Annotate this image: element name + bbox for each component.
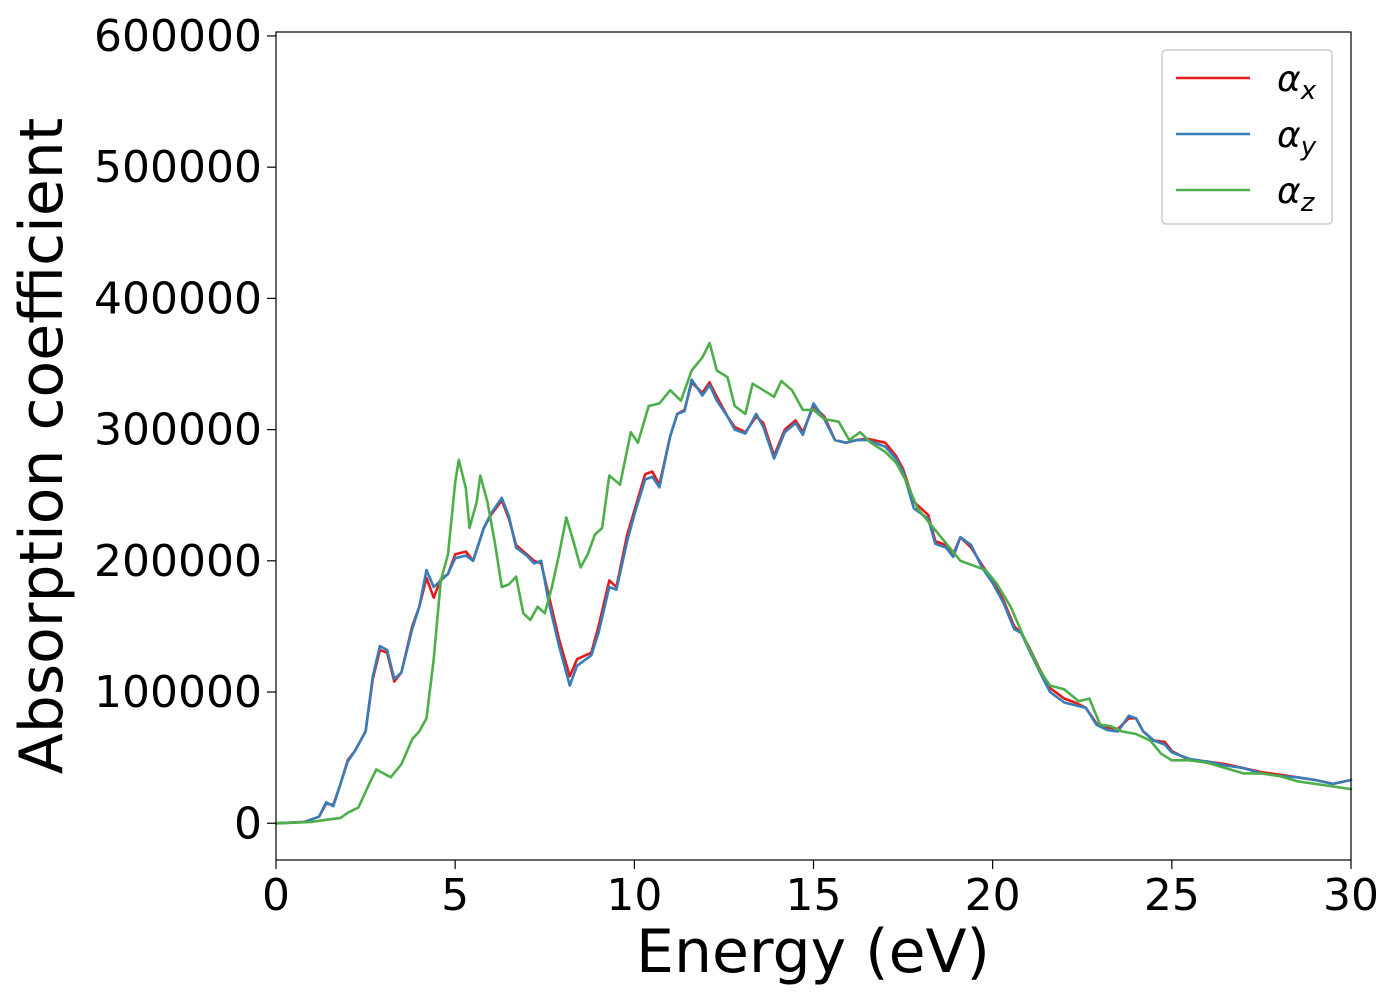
y-tick-label: 300000	[94, 405, 262, 456]
x-tick-label: 15	[786, 870, 842, 921]
legend: αx αy αz	[1161, 49, 1333, 225]
series-line-y	[274, 378, 1353, 825]
x-tick-label: 25	[1144, 870, 1200, 921]
series-layer	[274, 341, 1353, 825]
legend-label-x: αx	[1277, 59, 1317, 106]
legend-box	[1161, 49, 1333, 225]
y-axis: 0 100000 200000 300000 400000 500000 600000	[94, 11, 276, 849]
y-tick-label: 0	[234, 798, 262, 849]
y-axis-title: Absorption coefficient	[7, 118, 77, 775]
x-axis-title: Energy (eV)	[636, 917, 990, 987]
x-axis: 0 5 10 15 20 25 30	[262, 860, 1379, 921]
series-line-z	[274, 341, 1353, 825]
y-tick-label: 500000	[94, 142, 262, 193]
legend-label-y: αy	[1277, 115, 1317, 162]
y-tick-label: 100000	[94, 667, 262, 718]
y-tick-label: 400000	[94, 273, 262, 324]
legend-label-z: αz	[1277, 171, 1316, 218]
x-tick-label: 30	[1323, 870, 1379, 921]
x-tick-label: 5	[441, 870, 469, 921]
x-tick-label: 10	[606, 870, 662, 921]
x-tick-label: 20	[965, 870, 1021, 921]
x-tick-label: 0	[262, 870, 290, 921]
y-tick-label: 600000	[94, 11, 262, 62]
y-tick-label: 200000	[94, 536, 262, 587]
